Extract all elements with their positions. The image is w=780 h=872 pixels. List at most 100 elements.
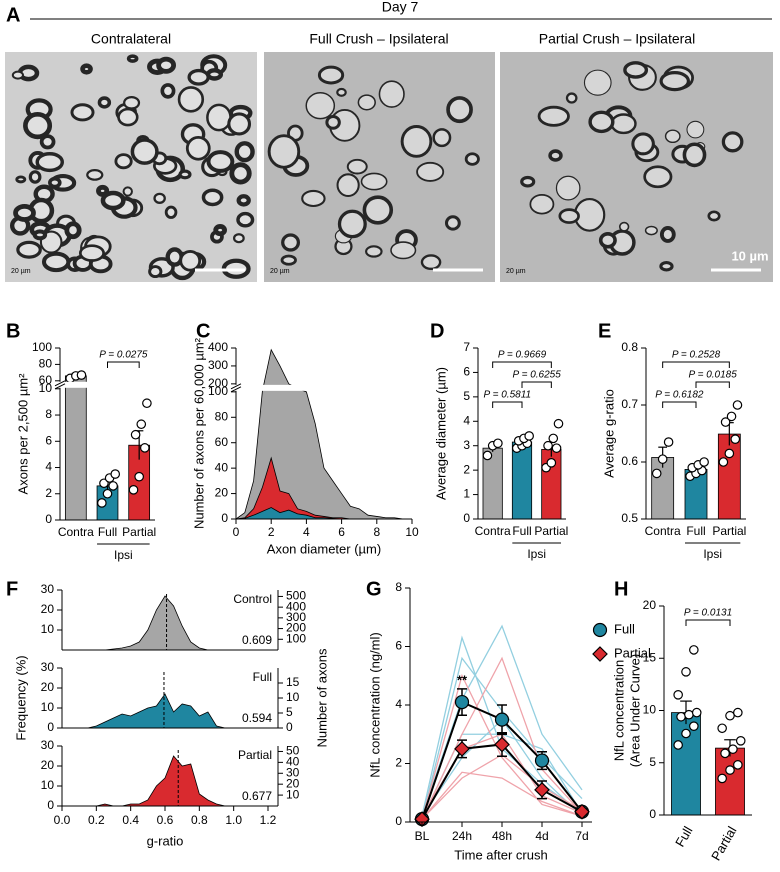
x-tick-label: 0 [233, 525, 240, 539]
axon-texture [234, 141, 255, 163]
axon-texture [130, 138, 159, 165]
x-tick-label: 2 [268, 525, 275, 539]
panel-label: E [598, 320, 611, 342]
x-tick-label: Partial [708, 824, 739, 864]
scale-label: 20 µm [270, 268, 290, 275]
x-tick-label: 24h [452, 829, 472, 843]
axon-texture [416, 161, 445, 182]
data-point [130, 429, 141, 440]
y-tick-label: 2 [463, 462, 470, 476]
data-point [663, 437, 674, 447]
axon-texture [97, 96, 112, 109]
axon-texture [548, 149, 563, 162]
x-tick-label: 10 [405, 525, 419, 539]
x-tick-label: 8 [373, 525, 380, 539]
axon-texture [444, 215, 461, 231]
axon-texture [325, 114, 341, 130]
x-tick-label: 1.2 [260, 813, 277, 827]
axon-texture [317, 65, 345, 85]
y-tick-label: 500 [286, 589, 306, 603]
individual-line [421, 771, 583, 820]
panel-name: Partial [238, 748, 272, 762]
histogram-area [87, 595, 226, 651]
axon-texture [236, 211, 255, 228]
data-point [725, 765, 735, 775]
data-point [110, 469, 121, 479]
y-tick-label: 0.8 [621, 340, 638, 354]
axis-title: NfL concentration (ng/ml) [367, 632, 382, 777]
data-point [657, 454, 668, 464]
x-tick-label: Contra [645, 524, 681, 538]
axon-texture [659, 260, 674, 272]
significance-bracket [492, 361, 552, 368]
data-point [717, 723, 727, 734]
axon-texture [229, 162, 252, 185]
axon-texture [400, 125, 433, 158]
data-point [681, 667, 691, 677]
axon-texture [529, 193, 555, 215]
axon-texture [357, 94, 376, 111]
y-tick-label: 20 [643, 598, 657, 612]
panel-label: H [614, 578, 628, 600]
axis-title: g-ratio [147, 833, 184, 848]
data-point [108, 481, 118, 491]
data-point [548, 433, 559, 444]
data-point [76, 370, 87, 380]
axon-texture [100, 190, 126, 211]
axon-texture [96, 184, 110, 197]
y-tick-label: 20 [286, 776, 300, 790]
panel-name: Control [233, 592, 272, 606]
x-tick-label: 7d [575, 829, 588, 843]
data-point [732, 400, 743, 410]
axon-texture [13, 204, 36, 222]
axon-texture [11, 70, 25, 80]
marker [534, 753, 550, 768]
significance-bracket [662, 401, 697, 408]
group-label: Ipsi [114, 548, 133, 562]
individual-line [421, 656, 583, 820]
y-tick-label: 6 [45, 433, 52, 447]
axon-texture [432, 128, 452, 148]
axon-texture [644, 225, 658, 236]
p-value: P = 0.9669 [498, 350, 547, 361]
y-tick-label: 1 [463, 487, 470, 501]
data-point [553, 418, 564, 429]
legend-label: Full [614, 621, 635, 636]
axis-title: Average g-ratio [601, 389, 616, 478]
y-tick-label: 8 [45, 407, 52, 421]
axon-texture [206, 103, 232, 132]
axis-title: Number of axons per 60,000 µm² [191, 337, 206, 529]
data-point [735, 736, 746, 746]
data-point [720, 417, 731, 427]
axis-break-slash [230, 386, 242, 393]
data-point [651, 468, 662, 479]
histogram-area [87, 755, 226, 807]
y-tick-label: 40 [286, 755, 300, 769]
data-point [551, 443, 562, 453]
panel-label: B [6, 320, 20, 342]
x-tick-label: Partial [534, 524, 568, 538]
axon-texture [160, 83, 176, 99]
y-tick-label: 30 [286, 765, 300, 779]
x-tick-label: 4 [303, 525, 310, 539]
axon-texture [156, 56, 177, 74]
panel-label: G [366, 578, 382, 600]
y-tick-label: 3 [463, 438, 470, 452]
y-tick-label: 4 [463, 413, 470, 427]
y-tick-label: 60 [39, 373, 53, 387]
y-tick-label: 100 [208, 384, 228, 398]
y-tick-label: 0 [221, 511, 228, 525]
x-tick-label: 0.2 [88, 813, 105, 827]
y-tick-label: 20 [41, 680, 55, 694]
data-point [543, 440, 553, 451]
axon-texture [227, 112, 252, 136]
axon-texture [336, 173, 360, 198]
significance-bracket [492, 401, 523, 408]
group-label: Ipsi [527, 547, 546, 561]
axon-texture [148, 265, 163, 279]
marker [534, 781, 550, 798]
data-point [136, 419, 147, 430]
x-tick-label: 0.0 [54, 813, 71, 827]
axon-texture [78, 244, 105, 262]
axon-texture [378, 80, 405, 108]
